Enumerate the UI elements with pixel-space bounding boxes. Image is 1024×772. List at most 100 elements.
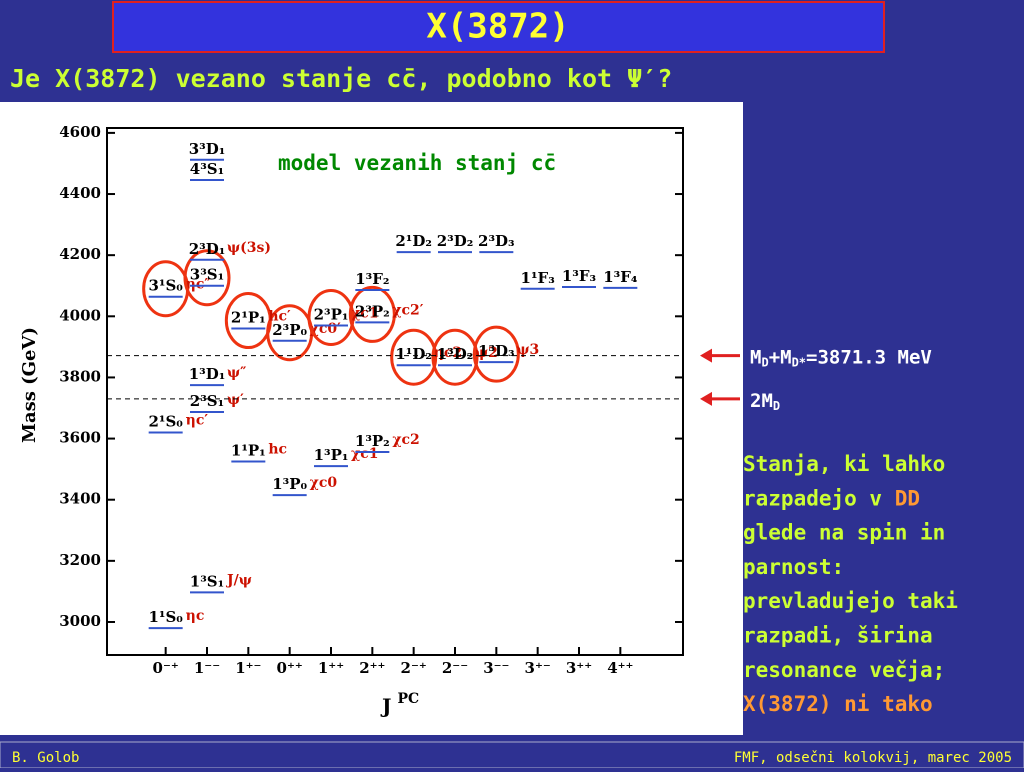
particle-label: χc2′ [392,302,423,318]
level-label: 2³D₁ [189,240,226,258]
particle-label: ψ(3s) [227,240,271,256]
highlight-circle [183,249,231,307]
particle-label: χc0 [310,475,338,491]
highlight-circle [224,292,272,350]
x-tick-label: 2⁻⁻ [442,659,468,677]
highlight-circle [390,328,438,386]
x-tick-label: 3⁺⁻ [525,659,551,677]
threshold-label-part: +M [769,346,792,368]
level-label: 1³D₂ [437,345,474,363]
level-label: 1³S₁ [190,572,224,590]
note-segment: prevladujejo taki [743,589,958,613]
particle-label: χc1′ [351,305,382,321]
level-label: 2¹P₁ [231,309,266,327]
level-label: 1¹S₀ [148,608,183,626]
level-label: 2¹S₀ [148,412,183,430]
note-line: Stanja, ki lahko [743,452,945,476]
note-line: parnost: [743,555,844,579]
x-tick-label: 1⁺⁺ [318,659,344,677]
threshold-label-part: D* [792,355,806,369]
slide-title: X(3872) [426,7,569,47]
level-label: 1³F₄ [603,268,638,286]
highlight-circle [472,325,520,383]
threshold-label: MD+MD*=3871.3 MeV [750,346,932,369]
threshold-arrowhead [700,391,712,406]
highlight-circle [348,285,396,343]
threshold-label-part: =3871.3 MeV [806,346,932,368]
particle-label: ηc2 [434,345,462,361]
y-tick-label: 4000 [59,306,101,324]
x-tick-label: 0⁻⁺ [153,659,179,677]
threshold-arrowhead [700,348,712,363]
note-segment: Stanja, ki lahko [743,452,945,476]
x-tick-label: 3⁺⁺ [566,659,592,677]
level-label: 1³F₃ [562,267,596,285]
level-label: 2³D₂ [437,232,474,250]
model-annotation: model vezanih stanj cc̄ [278,151,556,175]
y-tick-label: 4600 [59,123,101,141]
note-segment: glede na spin in [743,521,945,545]
threshold-label-part: M [750,346,761,368]
footer-right: FMF, odsečni kolokvij, marec 2005 [734,750,1012,766]
y-tick-label: 3000 [59,612,101,630]
note-line: razpadi, širina [743,624,933,648]
x-axis-label-sup: PC [397,691,419,707]
particle-label: ψ″ [227,365,246,381]
y-tick-label: 3400 [59,490,101,508]
level-label: 2³S₁ [190,392,224,410]
level-label: 3³S₁ [190,266,224,284]
x-tick-label: 2⁺⁺ [359,659,385,677]
note-segment: razpadi, širina [743,624,933,648]
level-label: 1³D₃ [478,342,515,360]
note-segment: DD [895,486,920,510]
level-label: 1³D₁ [189,365,226,383]
note-line: prevladujejo taki [743,589,958,613]
level-label: 1³P₂ [355,432,390,450]
x-axis-label: J PC [380,691,419,718]
level-label: 1¹D₂ [395,345,432,363]
particle-label: χc1 [351,446,378,462]
particle-label: ηc [186,608,205,624]
threshold-label: 2MD [750,389,780,412]
x-tick-label: 1⁺⁻ [235,659,261,677]
note-line: resonance večja; [743,658,945,682]
note-segment: parnost: [743,555,844,579]
level-label: 2³P₁ [314,305,349,323]
note-segment: razpadejo v [743,486,895,510]
threshold-label-part: 2M [750,389,773,411]
level-label: 1³P₀ [272,475,307,493]
note-segment: X(3872) ni tako [743,692,933,716]
level-label: 2³P₂ [355,302,390,320]
x-tick-label: 0⁺⁺ [277,659,303,677]
x-tick-label: 1⁻⁻ [194,659,220,677]
highlight-circle [431,328,479,386]
level-label: 4³S₁ [190,160,224,178]
level-label: 1¹P₁ [231,442,266,460]
x-tick-label: 2⁻⁺ [401,659,427,677]
y-tick-label: 3600 [59,429,101,447]
particle-label: ψ3 [516,342,539,358]
particle-label: χc2 [392,432,419,448]
title-box [112,1,885,53]
footer-left: B. Golob [12,750,79,766]
note-line: X(3872) ni tako [743,692,933,716]
particle-label: ψ2 [475,345,498,361]
level-label: 2³P₀ [272,321,307,339]
note-line: glede na spin in [743,521,945,545]
level-label: 1³P₁ [314,446,349,464]
level-label: 1³F₂ [355,270,389,288]
particle-label: J/ψ [225,572,252,588]
particle-label: hc [268,442,287,458]
x-tick-label: 3⁻⁻ [483,659,509,677]
note-segment: resonance večja; [743,658,945,682]
particle-label: ψ′ [227,392,244,408]
note-line: razpadejo v DD [743,486,920,510]
level-label: 2³D₃ [478,232,515,250]
y-tick-label: 3800 [59,367,101,385]
y-axis-label: Mass (GeV) [19,327,40,443]
level-label: 3³D₁ [189,140,226,158]
level-label: 1¹F₃ [521,269,555,287]
figure-panel [0,102,743,735]
level-label: 3¹S₀ [148,277,183,295]
